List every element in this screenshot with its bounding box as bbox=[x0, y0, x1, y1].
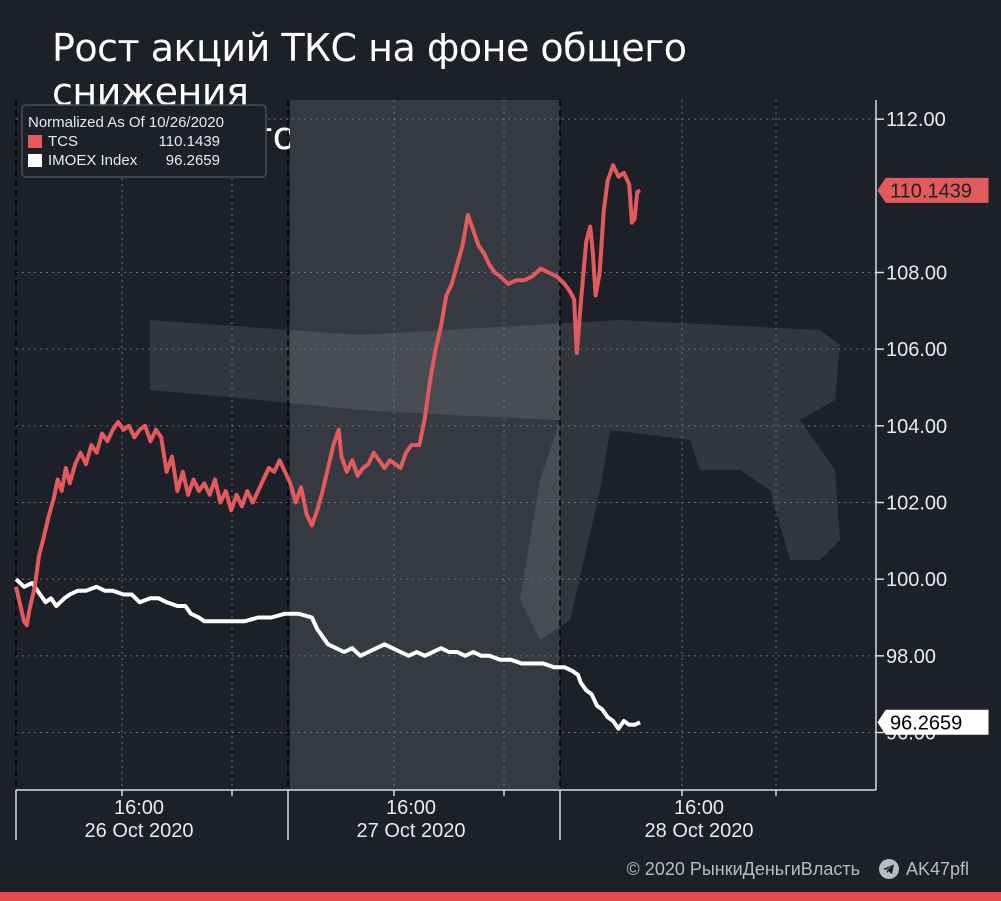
y-tick-label: 100.00 bbox=[886, 569, 947, 591]
x-tick-date-label: 26 Oct 2020 bbox=[85, 820, 194, 842]
legend-item-value: 96.2659 bbox=[166, 152, 220, 169]
telegram-handle-text: AK47pfl bbox=[905, 858, 969, 879]
svg-text:96.2659: 96.2659 bbox=[890, 712, 962, 734]
last-value-label: 110.1439 bbox=[877, 177, 989, 203]
y-tick-label: 106.00 bbox=[886, 339, 947, 361]
legend: Normalized As Of 10/26/2020 TCS 110.1439 IM… bbox=[21, 104, 267, 178]
series-line-imoex-index bbox=[14, 577, 641, 731]
last-value-label: 96.2659 bbox=[877, 709, 989, 735]
x-tick-date-label: 27 Oct 2020 bbox=[357, 820, 466, 842]
y-tick-label: 104.00 bbox=[886, 416, 947, 438]
legend-item-value: 110.1439 bbox=[159, 133, 220, 150]
x-tick-time-label: 16:00 bbox=[674, 797, 724, 819]
x-tick-date-label: 28 Oct 2020 bbox=[645, 820, 754, 842]
legend-item-label: TCS bbox=[48, 133, 78, 150]
day-shade-band bbox=[290, 100, 560, 790]
y-tick-label: 102.00 bbox=[886, 493, 947, 515]
copyright-text: © 2020 РынкиДеньгиВласть bbox=[626, 858, 860, 879]
y-tick-label: 98.00 bbox=[886, 646, 936, 668]
x-tick-time-label: 16:00 bbox=[386, 797, 436, 819]
legend-swatch bbox=[28, 135, 42, 148]
bottom-accent-bar bbox=[0, 892, 1001, 901]
legend-item-label: IMOEX Index bbox=[48, 152, 138, 169]
legend-swatch bbox=[28, 154, 42, 167]
title-line-1: Рост акций ТКС на фоне общего снижения bbox=[52, 26, 687, 114]
rifle-watermark-icon bbox=[150, 320, 840, 640]
y-tick-label: 108.00 bbox=[886, 263, 947, 285]
y-tick-label: 112.00 bbox=[886, 109, 946, 131]
telegram-icon bbox=[878, 859, 899, 879]
svg-text:110.1439: 110.1439 bbox=[890, 180, 972, 202]
footer: © 2020 РынкиДеньгиВласть AK47pfl bbox=[627, 857, 969, 881]
legend-header: Normalized As Of 10/26/2020 bbox=[28, 114, 224, 131]
telegram-handle[interactable]: AK47pfl bbox=[878, 858, 969, 880]
series-line-tcs bbox=[14, 163, 642, 628]
x-tick-time-label: 16:00 bbox=[114, 797, 164, 819]
